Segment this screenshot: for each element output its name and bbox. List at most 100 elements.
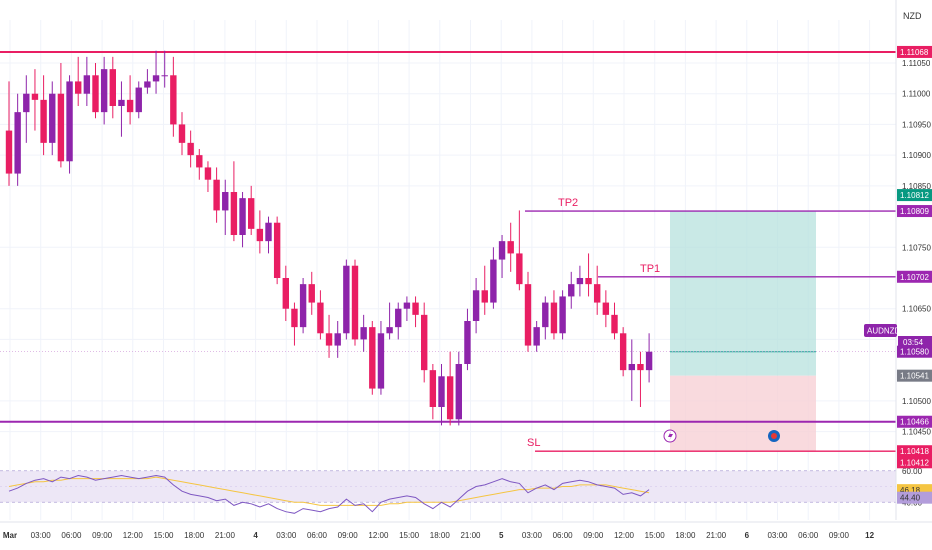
- take-profit-zone: [670, 211, 816, 376]
- rsi-line: [8, 474, 650, 514]
- symbol-tag: AUDNZD: [864, 324, 901, 337]
- candle-body: [395, 308, 402, 328]
- flag-icon: [771, 433, 777, 439]
- x-tick-label: 18:00: [675, 531, 696, 540]
- candle-body: [152, 75, 160, 82]
- candle-body: [66, 81, 73, 162]
- time-axis[interactable]: Mar 03:00 06:00 09:00 12:00 15:00 18:00 21:00 4 0…: [0, 521, 932, 540]
- price-tags: 1.11068 1.10809 1.10702 1.10466 1.10418 1.108…: [897, 45, 932, 504]
- candle-body: [49, 93, 56, 143]
- candle-body: [256, 228, 264, 242]
- currency-label: NZD: [903, 11, 922, 21]
- candle-body: [40, 99, 47, 143]
- y-tick-label: 1.10450: [902, 428, 931, 437]
- candle-body: [369, 327, 376, 389]
- x-tick-label: 18:00: [430, 531, 451, 540]
- x-tick-label: 09:00: [338, 531, 359, 540]
- candle-body: [170, 75, 177, 125]
- x-tick-label: 03:00: [767, 531, 788, 540]
- candle-body: [576, 278, 584, 285]
- candle-body: [23, 93, 30, 113]
- level-price-tag-bg: [897, 415, 932, 428]
- candle-body: [75, 81, 82, 94]
- candle-body: [343, 265, 350, 334]
- y-tick-label: 1.10900: [902, 151, 931, 160]
- candle-body: [377, 333, 385, 389]
- level-price-tag: 1.10809: [900, 207, 929, 216]
- countdown-tag: 03:54: [898, 336, 932, 348]
- candle-body: [161, 75, 168, 77]
- level-price-tag-bg: [897, 205, 932, 218]
- candle-body: [273, 222, 281, 278]
- annotation-label: TP1: [640, 263, 660, 275]
- level-price-tag: 1.10418: [900, 447, 929, 456]
- candle-body: [559, 296, 566, 334]
- level-price-tag: 1.10702: [900, 273, 929, 282]
- candle-body: [360, 327, 367, 340]
- candle-body: [325, 333, 333, 346]
- rsi-ma-line: [8, 476, 650, 506]
- x-tick-label: 21:00: [706, 531, 727, 540]
- symbol-tag-bg: [864, 324, 897, 337]
- candle-body: [230, 192, 238, 235]
- x-tick-label: 03:00: [31, 531, 52, 540]
- price-tag-bg: [897, 369, 932, 382]
- y-tick-label: 1.10500: [902, 397, 931, 406]
- candle-body: [239, 198, 246, 235]
- x-tick-label: 12: [865, 531, 874, 540]
- rsi-pane: [0, 470, 896, 514]
- candle-body: [135, 87, 142, 113]
- candle-body: [118, 99, 125, 106]
- candle-body: [334, 333, 341, 346]
- countdown-label: 03:54: [903, 338, 924, 347]
- x-tick-label: 12:00: [123, 531, 144, 540]
- x-tick-label: 09:00: [583, 531, 604, 540]
- symbol-label: AUDNZD: [867, 327, 901, 336]
- candle-body: [187, 142, 194, 156]
- candle-body: [222, 192, 229, 211]
- candle-body: [412, 302, 419, 315]
- y-tick-label: 1.10850: [902, 182, 931, 191]
- x-tick-label: 15:00: [645, 531, 666, 540]
- level-price-tag-bg: [897, 45, 932, 58]
- candle-body: [611, 314, 618, 334]
- candle-body: [481, 290, 488, 303]
- annotations: TP2 TP1 SL: [527, 197, 780, 449]
- candles: [5, 50, 653, 426]
- x-tick-label: 06:00: [553, 531, 574, 540]
- last-price-tag-bg: [897, 345, 932, 358]
- lightning-icon: [668, 431, 673, 441]
- x-tick-label: 18:00: [184, 531, 205, 540]
- candle-body: [455, 364, 462, 420]
- candle-body: [31, 93, 39, 100]
- x-tick-label: 15:00: [153, 531, 174, 540]
- candle-body: [628, 364, 635, 371]
- candle-body: [248, 198, 255, 229]
- horizontal-levels[interactable]: [0, 50, 896, 452]
- candle-body: [550, 302, 558, 334]
- candle-body: [204, 167, 212, 180]
- price-axis[interactable]: 1.11050 1.11000 1.10950 1.10900 1.10850 1.107…: [895, 0, 931, 520]
- x-tick-label: 5: [499, 531, 504, 540]
- candle-body: [533, 327, 540, 346]
- candle-body: [507, 241, 514, 254]
- x-tick-label: 09:00: [829, 531, 850, 540]
- y-tick-label: 1.11050: [902, 59, 931, 68]
- x-tick-label: 03:00: [522, 531, 543, 540]
- candle-body: [265, 222, 272, 242]
- rsi-ma-value-tag: 46.18: [900, 486, 921, 495]
- level-price-tag: 1.11068: [900, 48, 929, 57]
- candle-body: [602, 302, 610, 315]
- candle-body: [542, 302, 549, 328]
- rsi-tick-label: 60.00: [902, 467, 923, 476]
- candle-body: [524, 284, 532, 346]
- x-tick-label: 06:00: [61, 531, 82, 540]
- level-price-tag: 1.10466: [900, 418, 929, 427]
- stop-loss-zone: [670, 375, 816, 452]
- candle-body: [386, 327, 393, 334]
- x-tick-label: 06:00: [798, 531, 819, 540]
- candle-body: [585, 278, 592, 285]
- candle-body: [568, 284, 575, 297]
- candle-body: [351, 265, 359, 340]
